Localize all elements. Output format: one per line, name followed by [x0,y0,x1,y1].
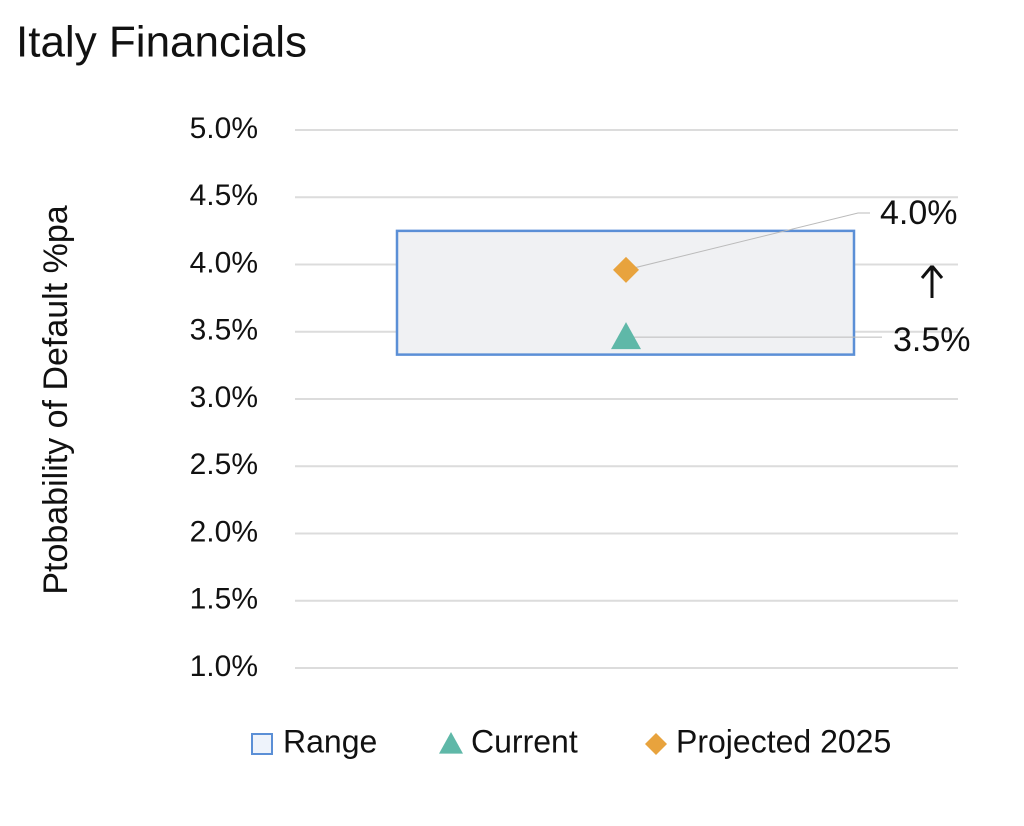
chart-title: Italy Financials [16,18,307,67]
y-axis-label: Ptobability of Default %pa [37,205,75,594]
y-tick-label: 2.5% [190,448,258,481]
diamond-marker [645,733,667,755]
y-tick-label: 2.0% [190,515,258,548]
arrow [920,263,944,298]
data-label: 3.5% [893,321,971,359]
y-tick-label: 5.0% [190,112,258,145]
y-tick-label: 4.5% [190,179,258,212]
y-tick-label: 1.0% [190,650,258,683]
legend-label: Range [283,723,377,759]
triangle-marker [439,732,463,754]
data-label: 4.0% [880,194,958,232]
triangle-marker [611,322,641,350]
y-tick-label: 3.0% [190,381,258,414]
legend-label: Current [471,723,578,759]
diamond-marker [613,256,639,283]
leader-line [625,212,870,271]
legend-label: Projected 2025 [676,723,891,759]
y-tick-label: 4.0% [190,246,258,279]
legend-swatch [251,733,273,755]
y-tick-label: 3.5% [190,314,258,347]
y-tick-label: 1.5% [190,583,258,616]
